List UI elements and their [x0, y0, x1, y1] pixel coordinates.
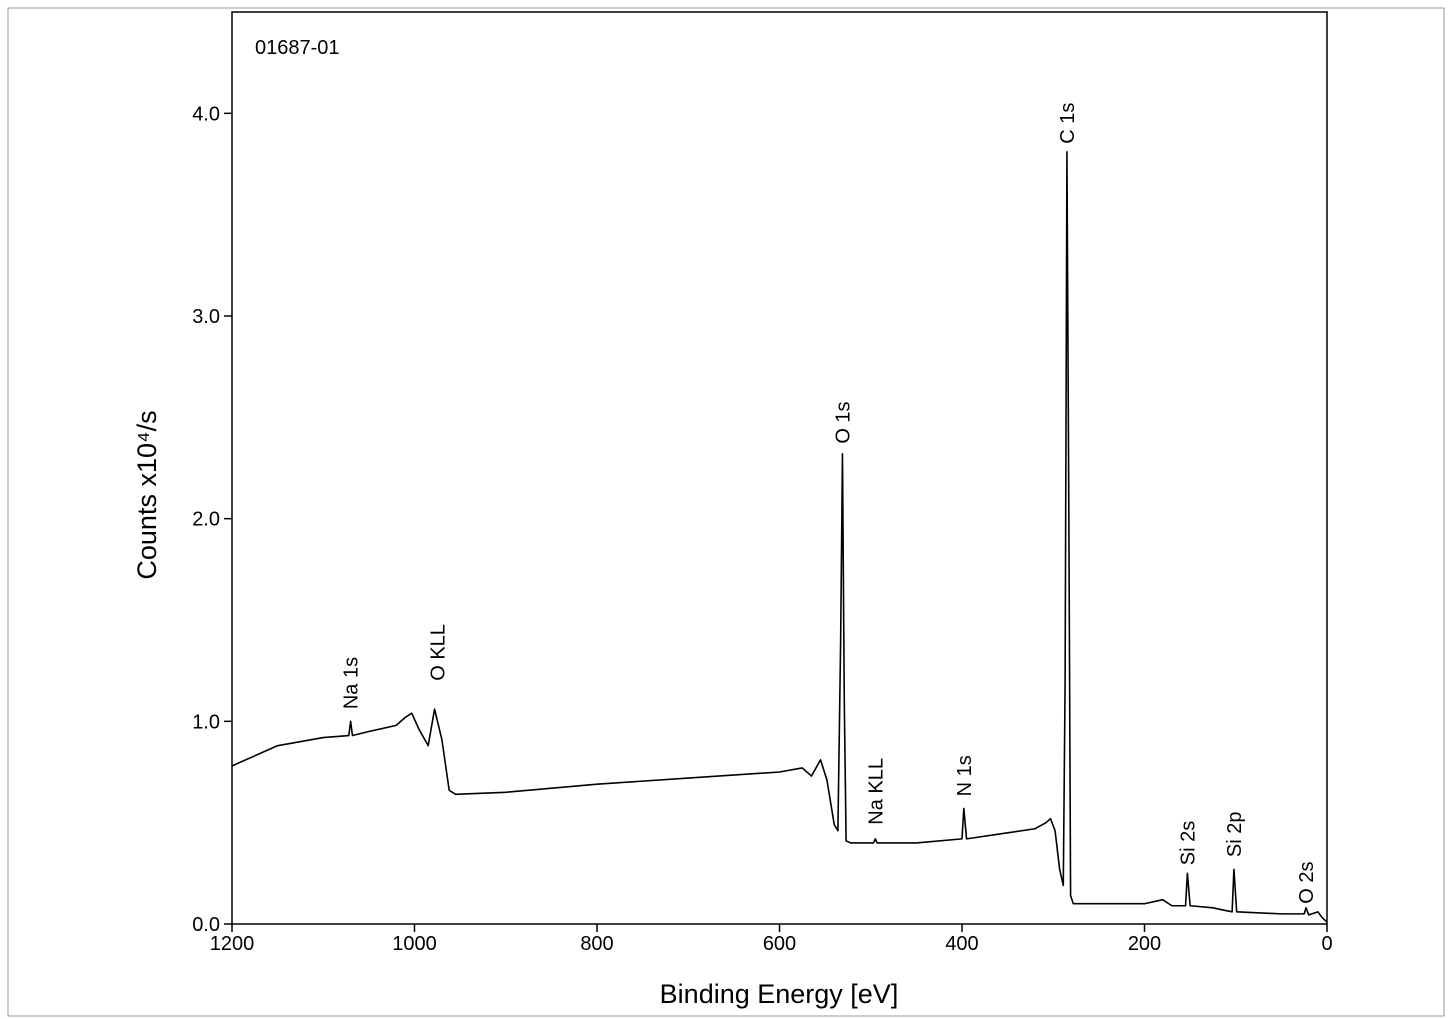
y-tick-label: 1.0 — [192, 711, 220, 733]
x-tick-label: 0 — [1321, 933, 1332, 955]
peak-label: O 2s — [1296, 861, 1318, 903]
peak-label: N 1s — [954, 755, 976, 796]
x-tick-label: 1200 — [210, 933, 255, 955]
sample-label: 01687-01 — [255, 37, 340, 59]
peak-label: O KLL — [427, 624, 449, 681]
peak-label: Na KLL — [865, 758, 887, 825]
x-tick-label: 800 — [580, 933, 613, 955]
spectrum-line — [231, 151, 1328, 923]
y-tick-label: 4.0 — [192, 103, 220, 125]
peak-label: C 1s — [1057, 103, 1079, 144]
y-tick-label: 3.0 — [192, 306, 220, 328]
y-tick-label: 0.0 — [192, 914, 220, 936]
x-tick-label: 1000 — [392, 933, 437, 955]
x-axis-title: Binding Energy [eV] — [660, 979, 899, 1009]
plot-area — [231, 11, 1328, 925]
frame — [7, 7, 1445, 1017]
x-tick-label: 400 — [945, 933, 978, 955]
peak-label: Si 2s — [1177, 821, 1199, 865]
peak-label: Na 1s — [341, 657, 363, 709]
y-tick-label: 2.0 — [192, 509, 220, 531]
x-tick-label: 600 — [763, 933, 796, 955]
y-axis-title: Counts x10⁴/s — [132, 410, 162, 579]
peak-label: O 1s — [832, 401, 854, 443]
x-tick-label: 200 — [1128, 933, 1161, 955]
peak-label: Si 2p — [1224, 812, 1246, 858]
